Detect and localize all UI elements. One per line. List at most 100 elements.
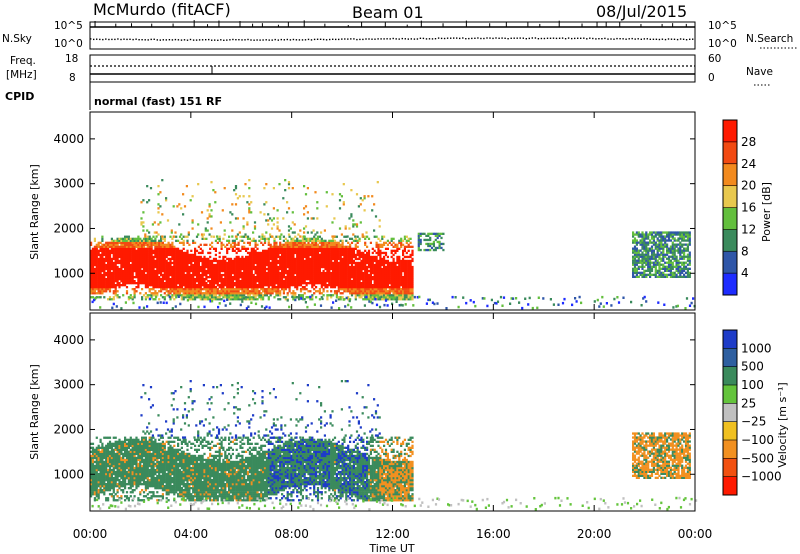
power-echo-cell xyxy=(379,286,382,289)
power-echo-cell xyxy=(118,239,121,242)
power-echo-cell xyxy=(248,263,251,267)
power-echo-cell xyxy=(258,251,261,255)
power-echo-cell xyxy=(139,249,142,252)
power-echo-cell xyxy=(142,276,146,279)
power-echo-cell xyxy=(313,271,316,275)
power-echo-cell xyxy=(405,259,408,263)
power-echo-cell xyxy=(315,241,318,244)
power-echo-cell xyxy=(347,269,350,273)
power-echo-cell xyxy=(137,247,140,250)
power-echo-cell xyxy=(390,286,393,289)
power-echo-cell xyxy=(301,247,304,250)
nsearch-dot xyxy=(289,39,292,41)
power-echo-cell xyxy=(248,294,251,297)
power-echo-cell xyxy=(150,292,153,295)
power-echo-cell xyxy=(345,239,348,242)
power-echo-cell xyxy=(364,286,367,289)
power-echo-cell xyxy=(301,249,304,252)
power-echo-cell xyxy=(120,237,123,240)
power-echo-cell xyxy=(262,271,265,275)
power-echo-cell xyxy=(432,242,435,246)
power-echo-cell xyxy=(135,245,138,248)
power-echo-cell xyxy=(419,248,422,252)
power-echo-cell xyxy=(129,278,132,281)
power-echo-cell xyxy=(141,255,144,259)
power-echo-cell xyxy=(177,263,180,267)
power-echo-cell xyxy=(148,257,151,261)
power-echo-cell xyxy=(209,267,212,271)
nsearch-dot xyxy=(673,38,676,40)
power-echo-cell xyxy=(324,259,327,263)
power-echo-cell xyxy=(379,257,382,261)
power-echo-cell xyxy=(316,257,320,261)
power-echo-cell xyxy=(386,247,389,250)
power-echo-cell xyxy=(324,271,327,275)
power-echo-cell xyxy=(313,243,316,246)
power-echo-cell xyxy=(354,290,357,293)
power-echo-cell xyxy=(246,235,250,238)
power-echo-cell xyxy=(207,286,210,289)
power-echo-cell xyxy=(315,245,318,248)
nsearch-dot xyxy=(670,38,673,40)
power-echo-cell xyxy=(388,290,391,293)
power-echo-cell xyxy=(233,290,236,293)
power-echo-cell xyxy=(97,296,100,299)
power-echo-cell xyxy=(129,243,132,246)
power-echo-cell xyxy=(381,280,384,283)
power-echo-cell xyxy=(93,251,96,255)
power-echo-cell xyxy=(120,276,123,279)
power-echo-cell xyxy=(171,290,174,293)
power-echo-cell xyxy=(212,284,216,287)
power-echo-cell xyxy=(105,249,108,252)
power-echo-cell xyxy=(228,286,231,289)
power-echo-cell xyxy=(220,247,223,250)
power-echo-cell xyxy=(339,273,342,277)
power-echo-cell xyxy=(430,242,434,246)
power-echo-cell xyxy=(135,259,138,263)
power-echo-cell xyxy=(260,298,263,301)
power-echo-cell xyxy=(182,273,185,277)
power-echo-cell xyxy=(273,284,276,287)
power-echo-cell xyxy=(158,280,161,283)
power-echo-cell xyxy=(322,290,325,293)
power-echo-cell xyxy=(150,271,153,275)
power-echo-cell xyxy=(403,286,406,289)
power-echo-cell xyxy=(127,269,130,273)
power-echo-cell xyxy=(402,257,405,261)
power-echo-cell xyxy=(241,245,244,248)
power-echo-cell xyxy=(286,249,289,252)
power-echo-cell xyxy=(324,284,327,287)
power-echo-cell xyxy=(375,255,378,259)
power-echo-cell xyxy=(101,269,104,273)
power-echo-cell xyxy=(129,255,132,259)
power-echo-cell xyxy=(139,257,142,261)
power-echo-cell xyxy=(228,284,231,287)
power-echo-cell xyxy=(262,294,265,297)
power-echo-cell xyxy=(335,265,338,269)
power-echo-cell xyxy=(186,255,189,259)
power-echo-cell xyxy=(252,288,255,291)
power-echo-cell xyxy=(341,280,344,283)
nsearch-dot xyxy=(141,39,143,41)
power-echo-cell xyxy=(233,298,236,301)
power-echo-cell xyxy=(273,243,276,246)
power-echo-cell xyxy=(288,265,291,269)
power-echo-cell xyxy=(139,251,142,255)
power-echo-cell xyxy=(350,249,354,252)
power-echo-cell xyxy=(127,259,130,263)
power-echo-cell xyxy=(288,255,291,259)
power-echo-cell xyxy=(390,265,393,269)
power-echo-cell xyxy=(195,288,199,291)
power-echo-cell xyxy=(170,231,173,234)
nsearch-dot xyxy=(625,38,627,40)
power-echo-cell xyxy=(237,269,240,273)
power-echo-cell xyxy=(211,263,214,267)
power-echo-cell xyxy=(409,290,412,293)
power-echo-cell xyxy=(375,288,378,291)
power-echo-cell xyxy=(311,257,314,261)
power-echo-cell xyxy=(218,284,221,287)
power-echo-cell xyxy=(223,233,226,236)
power-echo-cell xyxy=(377,263,380,267)
power-echo-cell xyxy=(639,271,642,274)
power-echo-cell xyxy=(356,239,359,242)
